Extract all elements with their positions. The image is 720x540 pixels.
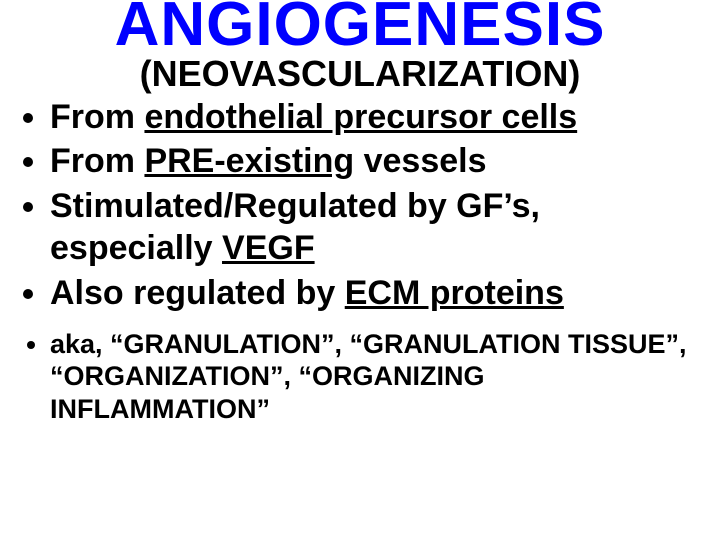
sub-bullet-list: aka, “GRANULATION”, “GRANULATION TISSUE”… — [20, 328, 700, 425]
text: vessels — [354, 142, 486, 180]
sub-bullet-item: aka, “GRANULATION”, “GRANULATION TISSUE”… — [50, 328, 700, 425]
main-bullet-list: From endothelial precursor cells From PR… — [20, 96, 700, 315]
text: From — [50, 98, 144, 136]
slide: ANGIOGENESIS (NEOVASCULARIZATION) From e… — [0, 0, 720, 425]
bullet-item: From endothelial precursor cells — [50, 96, 700, 139]
text-underlined: VEGF — [222, 229, 315, 267]
bullet-item: Also regulated by ECM proteins — [50, 272, 700, 315]
text-underlined: PRE-existing — [144, 142, 354, 180]
text: Also regulated by — [50, 274, 345, 312]
text-underlined: endothelial precursor cells — [144, 98, 577, 136]
slide-subtitle: (NEOVASCULARIZATION) — [20, 54, 700, 94]
text-underlined: ECM proteins — [345, 274, 564, 312]
bullet-item: From PRE-existing vessels — [50, 140, 700, 183]
text: From — [50, 142, 144, 180]
bullet-item: Stimulated/Regulated by GF’s, especially… — [50, 185, 700, 270]
slide-title: ANGIOGENESIS — [20, 0, 700, 56]
text: aka, “GRANULATION”, “GRANULATION TISSUE”… — [50, 329, 687, 424]
